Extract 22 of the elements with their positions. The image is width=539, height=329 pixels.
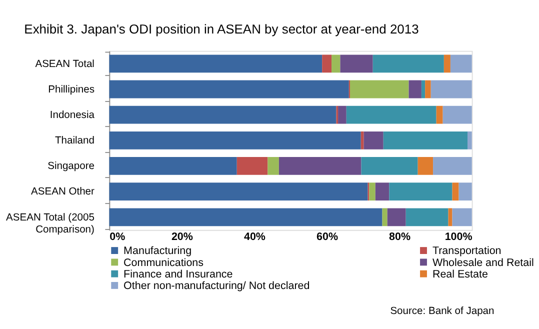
source-note: Source: Bank of Japan [390, 306, 495, 318]
legend-label: Real Estate [432, 268, 488, 280]
x-tick-label: 60% [316, 231, 338, 244]
x-tick-label: 0% [110, 231, 126, 244]
y-tick-label: ASEAN Total (2005 Comparison) [6, 212, 95, 236]
y-tick-label: ASEAN Other [31, 186, 96, 198]
y-tick-label: ASEAN Total [35, 58, 94, 70]
x-tick-label: 80% [389, 231, 411, 244]
legend-label: Manufacturing [124, 245, 192, 258]
y-tick-label: Phillipines [48, 84, 94, 96]
chart-title: Exhibit 3. Japan's ODI position in ASEAN by sector at year-end 2013 [24, 21, 419, 36]
y-tick-label: Singapore [48, 161, 95, 172]
legend-label: Communications [124, 256, 204, 269]
y-tick-label: Indonesia [50, 110, 95, 121]
x-tick-label: 40% [244, 231, 266, 244]
legend-label: Wholesale and Retail [432, 256, 534, 269]
y-tick-label: Thailand [55, 136, 95, 147]
legend-label: Finance and Insurance [124, 268, 233, 280]
legend-label: Transportation [432, 245, 502, 258]
x-tick-label: 100% [444, 231, 473, 244]
x-tick-label: 20% [171, 231, 194, 244]
legend-label: Other non-manufacturing/ Not declared [124, 280, 310, 292]
